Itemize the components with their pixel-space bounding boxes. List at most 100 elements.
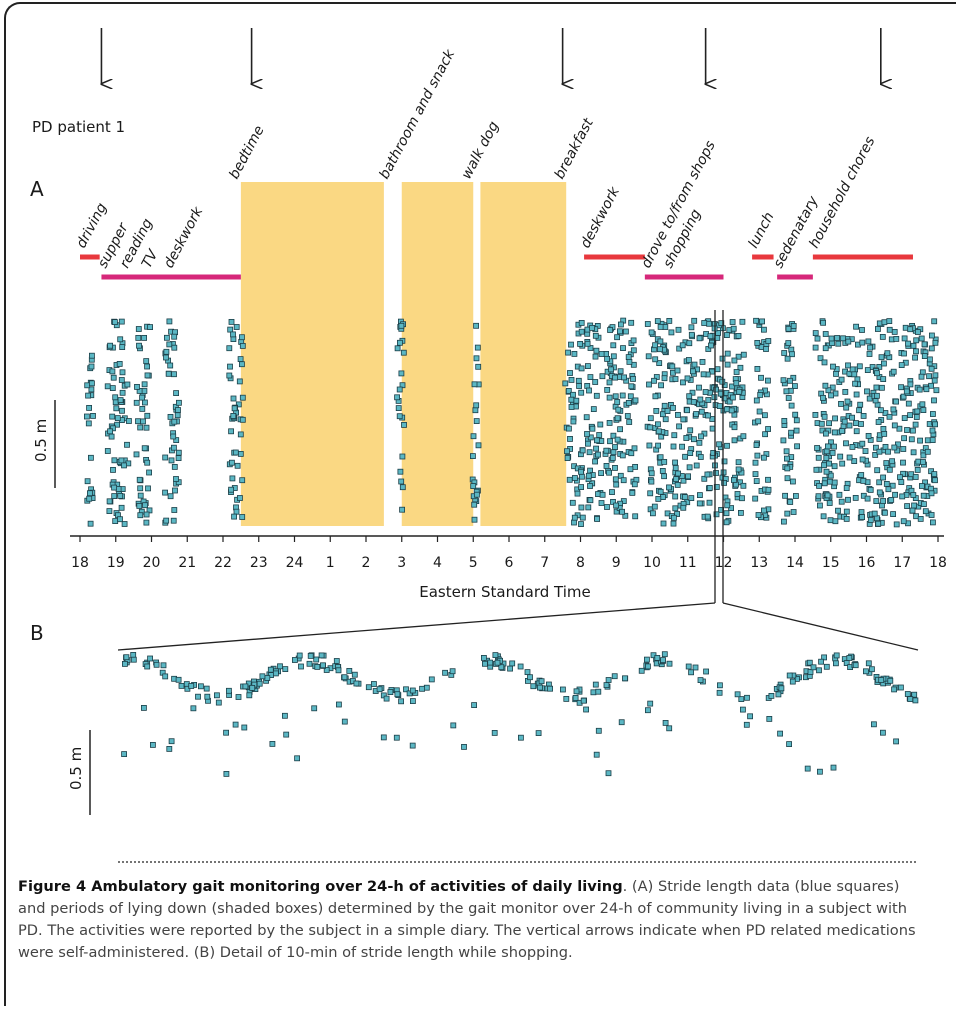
stride-marker — [918, 335, 925, 342]
stride-marker — [916, 386, 923, 393]
stride-marker — [761, 326, 767, 333]
x-tick-label: 22 — [214, 555, 232, 571]
stride-marker — [133, 451, 140, 458]
stride-marker — [163, 348, 170, 355]
stride-marker — [910, 492, 917, 498]
stride-marker — [872, 451, 879, 458]
stride-marker-b — [743, 721, 750, 728]
stride-marker-b — [188, 683, 195, 689]
stride-marker-b — [747, 713, 753, 720]
stride-marker — [851, 458, 858, 465]
stride-marker — [87, 490, 93, 497]
stride-marker — [913, 348, 919, 355]
stride-marker — [928, 512, 935, 518]
stride-marker — [812, 411, 819, 418]
stride-marker-b — [225, 687, 232, 694]
stride-marker — [831, 479, 838, 486]
stride-marker — [171, 371, 177, 378]
stride-marker-b — [144, 663, 151, 670]
stride-marker — [670, 404, 676, 411]
stride-marker — [869, 364, 876, 370]
stride-marker — [762, 431, 768, 438]
stride-marker — [568, 341, 574, 348]
stride-marker — [761, 454, 767, 461]
stride-marker — [682, 494, 688, 501]
stride-marker — [112, 394, 119, 401]
stride-marker — [166, 341, 173, 348]
stride-marker — [731, 477, 737, 483]
stride-marker — [587, 483, 593, 489]
stride-marker — [175, 407, 181, 413]
stride-marker-b — [662, 720, 669, 726]
stride-marker — [866, 351, 873, 357]
stride-marker — [857, 401, 864, 408]
stride-marker — [763, 346, 769, 352]
stride-marker-b — [122, 661, 128, 667]
activity-label: deskwork — [577, 184, 623, 251]
stride-marker-b — [249, 685, 256, 691]
stride-marker-b — [346, 668, 353, 674]
stride-marker — [576, 383, 582, 389]
stride-marker — [646, 442, 653, 449]
stride-marker-b — [306, 660, 313, 667]
stride-marker — [680, 504, 687, 511]
stride-marker — [820, 513, 827, 520]
stride-marker — [119, 369, 126, 376]
stride-marker-b — [509, 660, 516, 667]
stride-marker-b — [645, 707, 651, 714]
stride-marker — [932, 477, 938, 484]
stride-marker — [662, 416, 669, 423]
stride-marker — [882, 509, 888, 516]
stride-marker — [647, 490, 654, 497]
stride-marker-b — [461, 744, 467, 750]
stride-marker — [141, 445, 148, 452]
figure-caption: Figure 4 Ambulatory gait monitoring over… — [18, 876, 926, 964]
activity-bar — [777, 274, 813, 280]
x-tick-label: 16 — [858, 555, 876, 571]
stride-marker-b — [560, 686, 566, 693]
stride-marker — [398, 322, 405, 329]
stride-marker — [657, 488, 664, 495]
stride-marker — [752, 459, 759, 466]
stride-marker — [599, 373, 606, 380]
stride-marker — [564, 455, 571, 462]
stride-marker-b — [281, 712, 288, 719]
stride-marker — [835, 340, 842, 347]
stride-marker — [112, 518, 119, 524]
stride-marker — [679, 342, 686, 349]
activity-bar — [584, 254, 645, 260]
stride-marker — [699, 358, 706, 365]
stride-marker — [141, 399, 148, 406]
stride-marker — [86, 404, 92, 411]
stride-marker-b — [507, 665, 514, 672]
stride-marker — [625, 399, 632, 406]
stride-marker — [568, 376, 575, 383]
stride-marker — [879, 384, 885, 391]
stride-marker-b — [406, 690, 413, 697]
stride-marker — [622, 512, 629, 519]
stride-marker — [787, 499, 794, 505]
stride-marker — [822, 345, 829, 352]
stride-marker-b — [816, 667, 822, 674]
stride-marker — [721, 458, 728, 465]
stride-marker — [165, 370, 172, 377]
stride-marker — [594, 437, 600, 444]
stride-marker — [107, 342, 113, 349]
stride-marker — [884, 350, 891, 357]
stride-marker — [815, 493, 822, 500]
stride-marker-b — [716, 689, 723, 696]
stride-marker — [687, 427, 694, 434]
stride-marker — [844, 398, 851, 405]
stride-marker — [693, 411, 699, 417]
stride-marker — [124, 381, 131, 388]
stride-marker-b — [833, 660, 839, 667]
stride-marker — [730, 325, 737, 332]
stride-marker — [584, 326, 591, 333]
stride-marker — [827, 517, 834, 524]
stride-marker-b — [223, 729, 230, 736]
stride-marker — [675, 326, 682, 333]
stride-marker-b — [518, 734, 524, 741]
scale-bar-a: 0.5 m — [32, 400, 56, 488]
stride-marker — [134, 383, 140, 390]
stride-marker-b — [572, 695, 579, 701]
